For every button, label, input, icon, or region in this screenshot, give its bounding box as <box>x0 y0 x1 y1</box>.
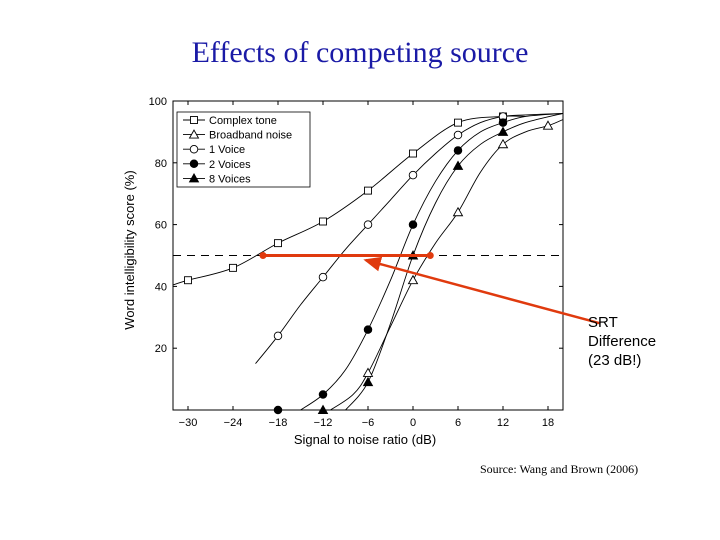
x-axis-label: Signal to noise ratio (dB) <box>294 432 436 447</box>
y-axis-label: Word intelligibility score (%) <box>122 170 137 329</box>
data-point-2-voices <box>408 220 418 229</box>
srt-annotation: SRT Difference (23 dB!) <box>588 313 656 370</box>
y-tick-label: 20 <box>155 343 167 355</box>
data-point-2-voices <box>318 390 328 399</box>
data-point-broadband-noise <box>362 367 374 377</box>
x-tick-label: 12 <box>497 417 509 429</box>
x-tick-label: −30 <box>179 417 198 429</box>
x-tick-label: 0 <box>410 417 416 429</box>
y-tick-label: 40 <box>155 281 167 293</box>
legend-marker-broadband-noise <box>188 129 200 139</box>
data-point-broadband-noise <box>542 120 554 130</box>
annotation-line-1: SRT <box>588 314 618 331</box>
x-tick-label: 6 <box>455 417 461 429</box>
legend-label: 8 Voices <box>209 173 251 185</box>
y-tick-label: 80 <box>155 158 167 170</box>
legend-marker-2-voices <box>189 159 199 169</box>
data-point-8-voices <box>317 404 329 414</box>
legend-label: 1 Voice <box>209 144 245 156</box>
pointer-arrow <box>363 256 601 325</box>
series-curve-8-voices <box>345 112 564 411</box>
slide-title: Effects of competing source <box>191 36 529 69</box>
data-point-1-voice <box>318 272 328 282</box>
y-tick-label: 60 <box>155 220 167 232</box>
legend-marker-1-voice <box>189 144 199 154</box>
x-tick-label: −12 <box>314 417 333 429</box>
data-point-complex-tone <box>184 276 192 285</box>
series-curve-2-voices <box>300 112 564 411</box>
data-point-broadband-noise <box>452 206 464 217</box>
data-point-8-voices <box>452 160 464 170</box>
srt-arrow-end <box>426 252 434 259</box>
data-point-broadband-noise <box>407 274 419 285</box>
legend-label: 2 Voices <box>209 159 251 171</box>
data-point-1-voice <box>273 331 283 341</box>
x-tick-label: 18 <box>542 417 554 429</box>
data-point-2-voices <box>363 325 373 334</box>
x-tick-label: −6 <box>362 417 375 429</box>
series-curve-complex-tone <box>172 115 526 286</box>
legend-marker-complex-tone <box>190 116 198 124</box>
legend: Complex tone Broadband noise 1 Voice 2 Voic… <box>176 111 311 188</box>
data-point-broadband-noise <box>497 138 509 149</box>
annotation-line-3: (23 dB!) <box>588 352 642 369</box>
data-point-complex-tone <box>409 149 417 158</box>
srt-arrow-start <box>259 252 267 259</box>
legend-label: Complex tone <box>209 115 277 127</box>
data-point-complex-tone <box>274 239 282 248</box>
x-tick-label: −24 <box>224 417 243 429</box>
legend-label: Broadband noise <box>209 130 292 142</box>
data-point-2-voices <box>453 146 463 155</box>
data-point-complex-tone <box>454 118 462 127</box>
annotation-line-2: Difference <box>588 333 657 350</box>
data-point-1-voice <box>363 220 373 229</box>
data-point-1-voice <box>408 170 418 180</box>
data-point-8-voices <box>362 376 374 387</box>
source-credit: Source: Wang and Brown (2006) <box>480 462 639 476</box>
x-tick-label: −18 <box>269 417 288 429</box>
legend-marker-8-voices <box>188 172 200 183</box>
data-point-complex-tone <box>364 186 372 195</box>
data-point-1-voice <box>453 130 463 140</box>
data-point-2-voices <box>273 405 283 415</box>
data-point-complex-tone <box>319 217 327 226</box>
series-curve-broadband-noise <box>330 119 564 411</box>
data-point-8-voices <box>497 126 509 136</box>
y-tick-label: 100 <box>149 96 167 108</box>
data-point-2-voices <box>498 118 508 127</box>
data-point-complex-tone <box>229 263 237 272</box>
